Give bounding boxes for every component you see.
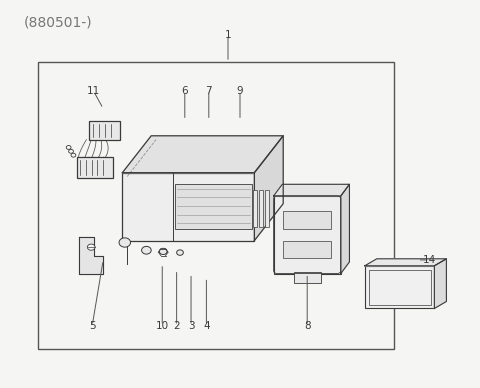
Bar bbox=[122, 173, 254, 241]
Text: 6: 6 bbox=[181, 86, 188, 96]
Polygon shape bbox=[122, 136, 283, 173]
Text: 3: 3 bbox=[188, 321, 194, 331]
Text: 9: 9 bbox=[237, 86, 243, 96]
Text: 7: 7 bbox=[205, 86, 212, 96]
Text: 11: 11 bbox=[87, 86, 100, 96]
Bar bbox=[77, 157, 113, 178]
Circle shape bbox=[71, 153, 76, 157]
Bar bbox=[283, 211, 331, 229]
Polygon shape bbox=[365, 259, 446, 266]
Bar bbox=[253, 190, 257, 227]
Text: 14: 14 bbox=[423, 255, 436, 265]
Circle shape bbox=[119, 238, 131, 247]
Polygon shape bbox=[434, 259, 446, 308]
Bar bbox=[89, 121, 120, 140]
Text: 4: 4 bbox=[203, 321, 210, 331]
Bar bbox=[175, 184, 252, 229]
Circle shape bbox=[69, 149, 73, 153]
Text: 1: 1 bbox=[225, 30, 231, 40]
Circle shape bbox=[66, 146, 71, 149]
Text: 2: 2 bbox=[173, 321, 180, 331]
Polygon shape bbox=[254, 136, 283, 241]
Text: (880501-): (880501-) bbox=[24, 16, 93, 29]
Circle shape bbox=[87, 244, 95, 250]
Polygon shape bbox=[79, 237, 103, 274]
Circle shape bbox=[159, 248, 167, 255]
Polygon shape bbox=[274, 184, 349, 196]
Text: 5: 5 bbox=[89, 321, 96, 331]
Bar bbox=[259, 190, 263, 227]
Bar bbox=[294, 272, 321, 283]
Circle shape bbox=[177, 250, 183, 255]
Text: 10: 10 bbox=[156, 321, 169, 331]
Polygon shape bbox=[341, 184, 349, 274]
Bar bbox=[274, 196, 341, 274]
Bar bbox=[283, 241, 331, 258]
Bar bbox=[365, 266, 434, 308]
Bar bbox=[265, 190, 269, 227]
Text: 8: 8 bbox=[304, 321, 311, 331]
Bar bbox=[369, 270, 431, 305]
Bar bbox=[38, 62, 394, 349]
Circle shape bbox=[142, 246, 151, 254]
